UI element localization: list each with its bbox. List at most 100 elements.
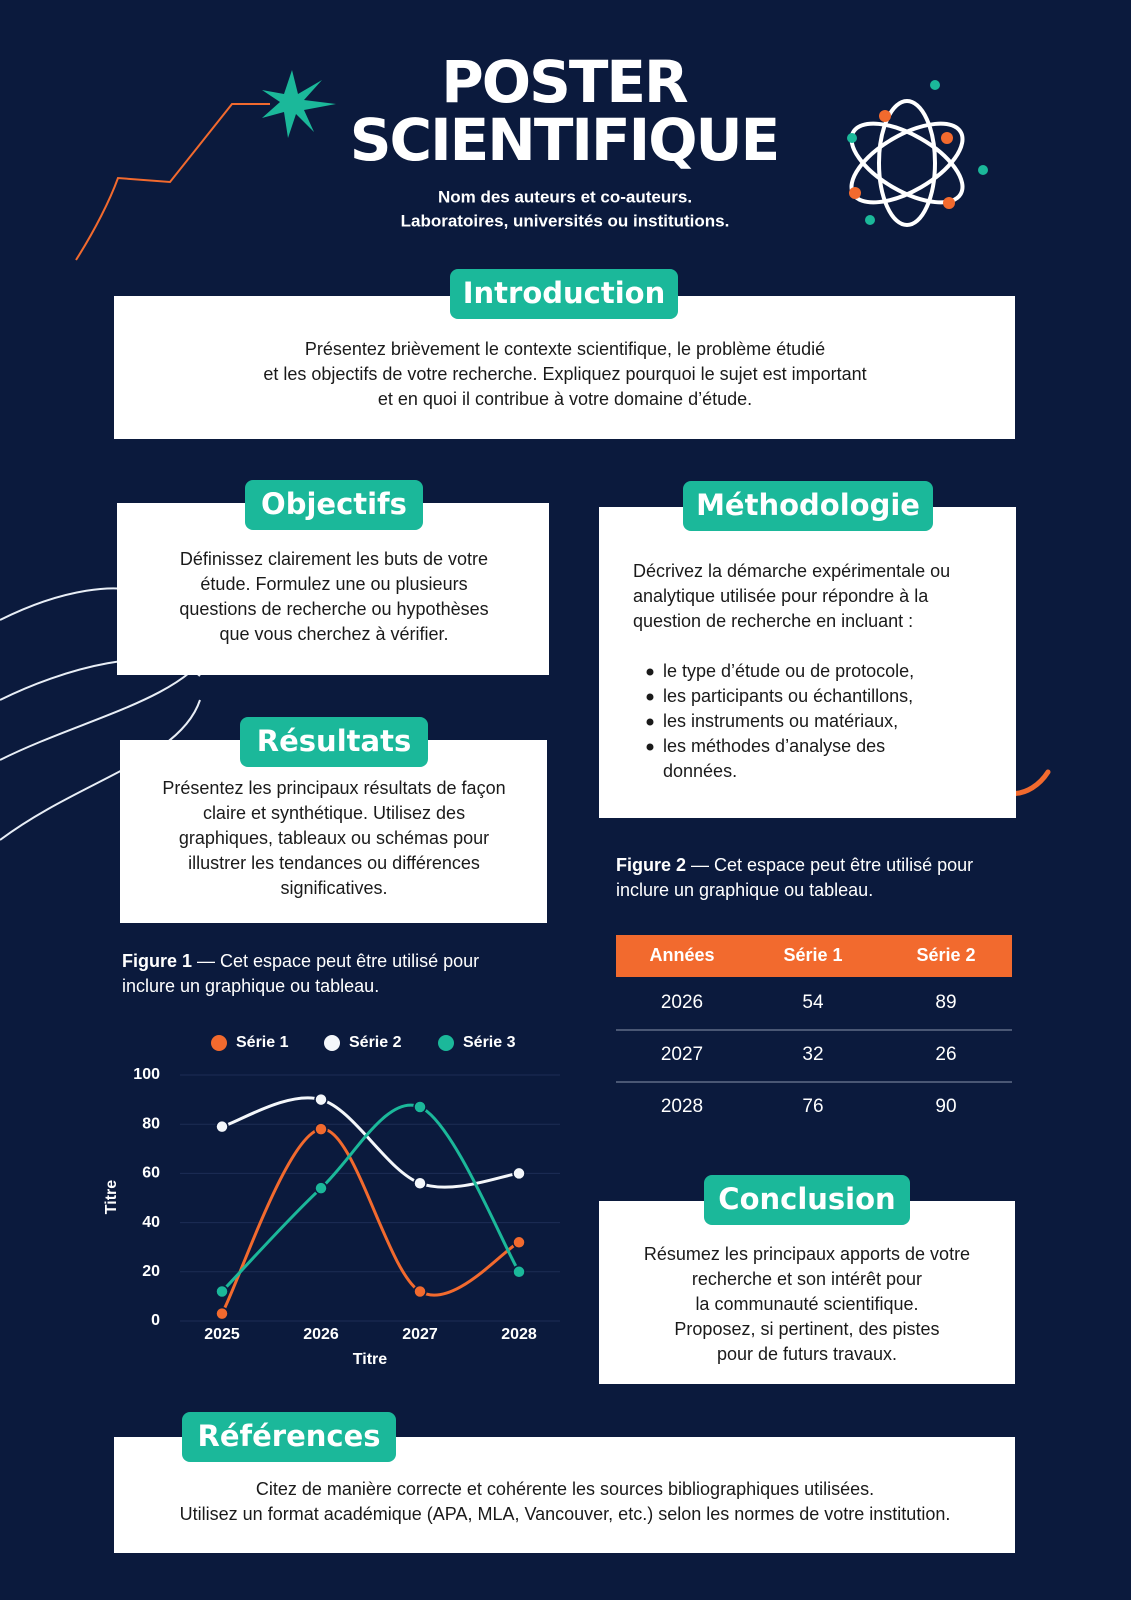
- bullet: [646, 668, 654, 676]
- bullet-text: les méthodes d’analyse des: [663, 736, 885, 756]
- caption-text: — Cet espace peut être utilisé pour: [686, 855, 973, 875]
- paragraph-line: illustrer les tendances ou différences: [188, 853, 480, 873]
- x-tick-label: 2028: [501, 1326, 537, 1343]
- paragraph-line: et en quoi il contribue à votre domaine …: [378, 389, 752, 409]
- paragraph-line: la communauté scientifique.: [695, 1294, 918, 1314]
- table-header: Série 2: [916, 945, 975, 965]
- paragraph-line: question de recherche en incluant :: [633, 611, 913, 631]
- resultats-box: [120, 740, 547, 923]
- paragraph-line: et les objectifs de votre recherche. Exp…: [263, 364, 866, 384]
- data-point: [413, 1176, 427, 1190]
- figure-1-chart: 0 20 40 60 80 100 2025 2026 2027 2028 Titre Titre Sé…: [103, 1034, 560, 1368]
- data-point: [512, 1235, 526, 1250]
- data-point: [512, 1265, 526, 1279]
- paragraph-line: graphiques, tableaux ou schémas pour: [179, 828, 489, 848]
- paragraph-line: Utilisez un format académique (APA, MLA,…: [180, 1504, 951, 1524]
- paragraph-line: Résumez les principaux apports de votre: [644, 1244, 970, 1264]
- section-heading: Objectifs: [261, 487, 407, 521]
- conclusion-box: [599, 1201, 1015, 1384]
- table-cell: 89: [935, 992, 956, 1013]
- title: POSTER: [441, 48, 688, 116]
- paragraph-line: Présentez brièvement le contexte scienti…: [305, 339, 825, 359]
- data-point: [413, 1100, 427, 1114]
- paragraph-line: Décrivez la démarche expérimentale ou: [633, 561, 950, 581]
- paragraph-line: claire et synthétique. Utilisez des: [203, 803, 465, 823]
- paragraph-line: questions de recherche ou hypothèses: [179, 599, 488, 619]
- paragraph-line: étude. Formulez une ou plusieurs: [200, 574, 467, 594]
- data-point: [215, 1284, 229, 1299]
- table-cell: 26: [935, 1044, 956, 1065]
- paragraph-line: analytique utilisée pour répondre à la: [633, 586, 929, 606]
- pill: [240, 717, 428, 767]
- bullet: [646, 743, 654, 751]
- section-heading: Introduction: [463, 276, 666, 310]
- table-cell: 2027: [661, 1044, 703, 1065]
- table-cell: 90: [935, 1096, 956, 1117]
- x-axis-title: Titre: [353, 1351, 387, 1368]
- pill: [245, 480, 423, 530]
- white-lines: [0, 587, 211, 841]
- legend-label: Série 1: [236, 1034, 289, 1051]
- bullet: [646, 693, 654, 701]
- paragraph-line: recherche et son intérêt pour: [692, 1269, 922, 1289]
- table-cell: 32: [802, 1044, 823, 1065]
- authors: Nom des auteurs et co-auteurs.: [438, 187, 692, 206]
- x-tick-label: 2027: [402, 1326, 438, 1343]
- paragraph-line: Présentez les principaux résultats de fa…: [162, 778, 505, 798]
- caption-label: Figure 1: [122, 951, 192, 971]
- y-tick-label: 80: [142, 1115, 160, 1132]
- table-cell: 76: [802, 1096, 823, 1117]
- pill: [450, 269, 678, 319]
- bullet-text: données.: [663, 761, 737, 781]
- y-tick-label: 40: [142, 1214, 160, 1231]
- intro-box: [114, 296, 1015, 439]
- paragraph-line: Citez de manière correcte et cohérente l…: [256, 1479, 874, 1499]
- bullet: [646, 718, 654, 726]
- table-header: Années: [649, 945, 714, 965]
- section-heading: Références: [197, 1419, 380, 1453]
- legend-marker: [438, 1035, 454, 1051]
- figure-caption: Figure 1 — Cet espace peut être utilisé …: [122, 951, 479, 971]
- data-point: [512, 1166, 526, 1181]
- section-texts: Présentez brièvement le contexte scienti…: [122, 339, 973, 1524]
- legend-label: Série 2: [349, 1034, 402, 1051]
- title: SCIENTIFIQUE: [350, 106, 778, 174]
- section-heading: Méthodologie: [696, 488, 920, 522]
- bullet-text: les participants ou échantillons,: [663, 686, 913, 706]
- boxes: [114, 296, 1016, 1553]
- paragraph-line: que vous cherchez à vérifier.: [219, 624, 448, 644]
- methodologie-box: [599, 507, 1016, 818]
- table-header: Série 1: [783, 945, 842, 965]
- section-heading: Résultats: [257, 724, 411, 758]
- y-tick-label: 20: [142, 1263, 160, 1280]
- headings: Introduction Objectifs Méthodologie Résu…: [182, 269, 933, 1462]
- series-line: [220, 1127, 520, 1315]
- table-cell: 2028: [661, 1096, 703, 1117]
- y-tick-label: 60: [142, 1165, 160, 1182]
- decorations: [0, 70, 1051, 841]
- pill: [683, 481, 933, 531]
- caption-label: Figure 2: [616, 855, 686, 875]
- star: [262, 70, 336, 138]
- data-table: Années Série 1 Série 2 2026 54 89 2027 32 26 2028…: [616, 935, 1012, 1117]
- bullet-text: les instruments ou matériaux,: [663, 711, 898, 731]
- x-tick-label: 2026: [303, 1326, 339, 1343]
- atom: [849, 99, 965, 227]
- pill: [182, 1412, 396, 1462]
- legend-label: Série 3: [463, 1034, 516, 1051]
- paragraph-line: significatives.: [280, 878, 387, 898]
- objectifs-box: [117, 503, 549, 675]
- data-point: [314, 1122, 328, 1136]
- figure-caption: Figure 2 — Cet espace peut être utilisé …: [616, 855, 973, 875]
- figure-caption: inclure un graphique ou tableau.: [616, 880, 873, 900]
- section-heading: Conclusion: [718, 1182, 895, 1216]
- legend-marker: [211, 1035, 227, 1051]
- paragraph-line: Proposez, si pertinent, des pistes: [674, 1319, 939, 1339]
- paragraph-line: pour de futurs travaux.: [717, 1344, 897, 1364]
- y-tick-label: 0: [151, 1312, 160, 1329]
- pill: [704, 1175, 910, 1225]
- data-point: [314, 1181, 328, 1195]
- series-line: [220, 1103, 521, 1293]
- table-cell: 54: [802, 992, 824, 1013]
- x-tick-label: 2025: [204, 1326, 240, 1343]
